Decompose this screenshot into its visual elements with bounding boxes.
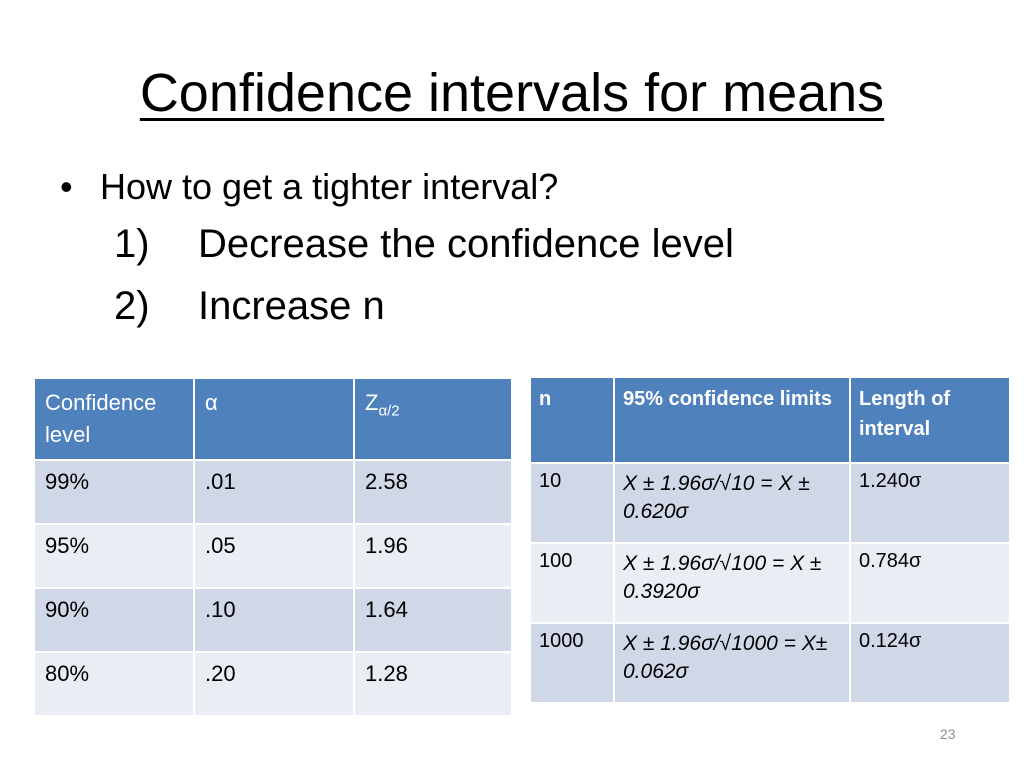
confidence-limits-table: n 95% confidence limits Length of interv… (529, 376, 1011, 704)
cell-z: 1.96 (353, 523, 513, 589)
cell-limits: X ± 1.96σ/√1000 = X± 0.062σ (613, 622, 851, 704)
cell-limits: X ± 1.96σ/√100 = X ± 0.3920σ (613, 542, 851, 624)
cell-z: 2.58 (353, 459, 513, 525)
table-row: 95% .05 1.96 (33, 523, 513, 589)
numbered-item-2: 2) Increase n (114, 284, 385, 329)
z-symbol: Z (365, 390, 379, 415)
cell-level: 99% (33, 459, 195, 525)
bullet-text: How to get a tighter interval? (100, 166, 559, 207)
cell-n: 10 (529, 462, 615, 544)
header-limits: 95% confidence limits (613, 376, 851, 464)
header-n: n (529, 376, 615, 464)
cell-limits: X ± 1.96σ/√10 = X ± 0.620σ (613, 462, 851, 544)
cell-alpha: .05 (193, 523, 355, 589)
item-number: 1) (114, 222, 150, 266)
z-subscript: α/2 (378, 402, 400, 420)
cell-level: 90% (33, 587, 195, 653)
header-length: Length of interval (849, 376, 1011, 464)
cell-length: 0.124σ (849, 622, 1011, 704)
cell-alpha: .01 (193, 459, 355, 525)
header-alpha: α (193, 377, 355, 461)
cell-n: 1000 (529, 622, 615, 704)
cell-z: 1.64 (353, 587, 513, 653)
table-header-row: Confidence level α Zα/2 (33, 377, 513, 461)
table-row: 1000 X ± 1.96σ/√1000 = X± 0.062σ 0.124σ (529, 622, 1011, 704)
page-number: 23 (940, 726, 956, 742)
table-row: 10 X ± 1.96σ/√10 = X ± 0.620σ 1.240σ (529, 462, 1011, 544)
table-row: 80% .20 1.28 (33, 651, 513, 717)
cell-alpha: .20 (193, 651, 355, 717)
cell-length: 0.784σ (849, 542, 1011, 624)
bullet-dot: • (60, 166, 73, 207)
cell-level: 95% (33, 523, 195, 589)
bullet-point: • How to get a tighter interval? (60, 166, 558, 208)
table-row: 100 X ± 1.96σ/√100 = X ± 0.3920σ 0.784σ (529, 542, 1011, 624)
item-number: 2) (114, 284, 150, 328)
cell-alpha: .10 (193, 587, 355, 653)
z-value-table: Confidence level α Zα/2 99% .01 2.58 95%… (33, 377, 513, 717)
item-text: Increase n (198, 284, 385, 328)
numbered-item-1: 1) Decrease the confidence level (114, 222, 734, 267)
table-header-row: n 95% confidence limits Length of interv… (529, 376, 1011, 464)
cell-n: 100 (529, 542, 615, 624)
cell-level: 80% (33, 651, 195, 717)
slide-title: Confidence intervals for means (139, 63, 885, 123)
header-confidence-level: Confidence level (33, 377, 195, 461)
header-z: Zα/2 (353, 377, 513, 461)
table-row: 99% .01 2.58 (33, 459, 513, 525)
cell-z: 1.28 (353, 651, 513, 717)
table-row: 90% .10 1.64 (33, 587, 513, 653)
item-text: Decrease the confidence level (198, 222, 734, 266)
cell-length: 1.240σ (849, 462, 1011, 544)
